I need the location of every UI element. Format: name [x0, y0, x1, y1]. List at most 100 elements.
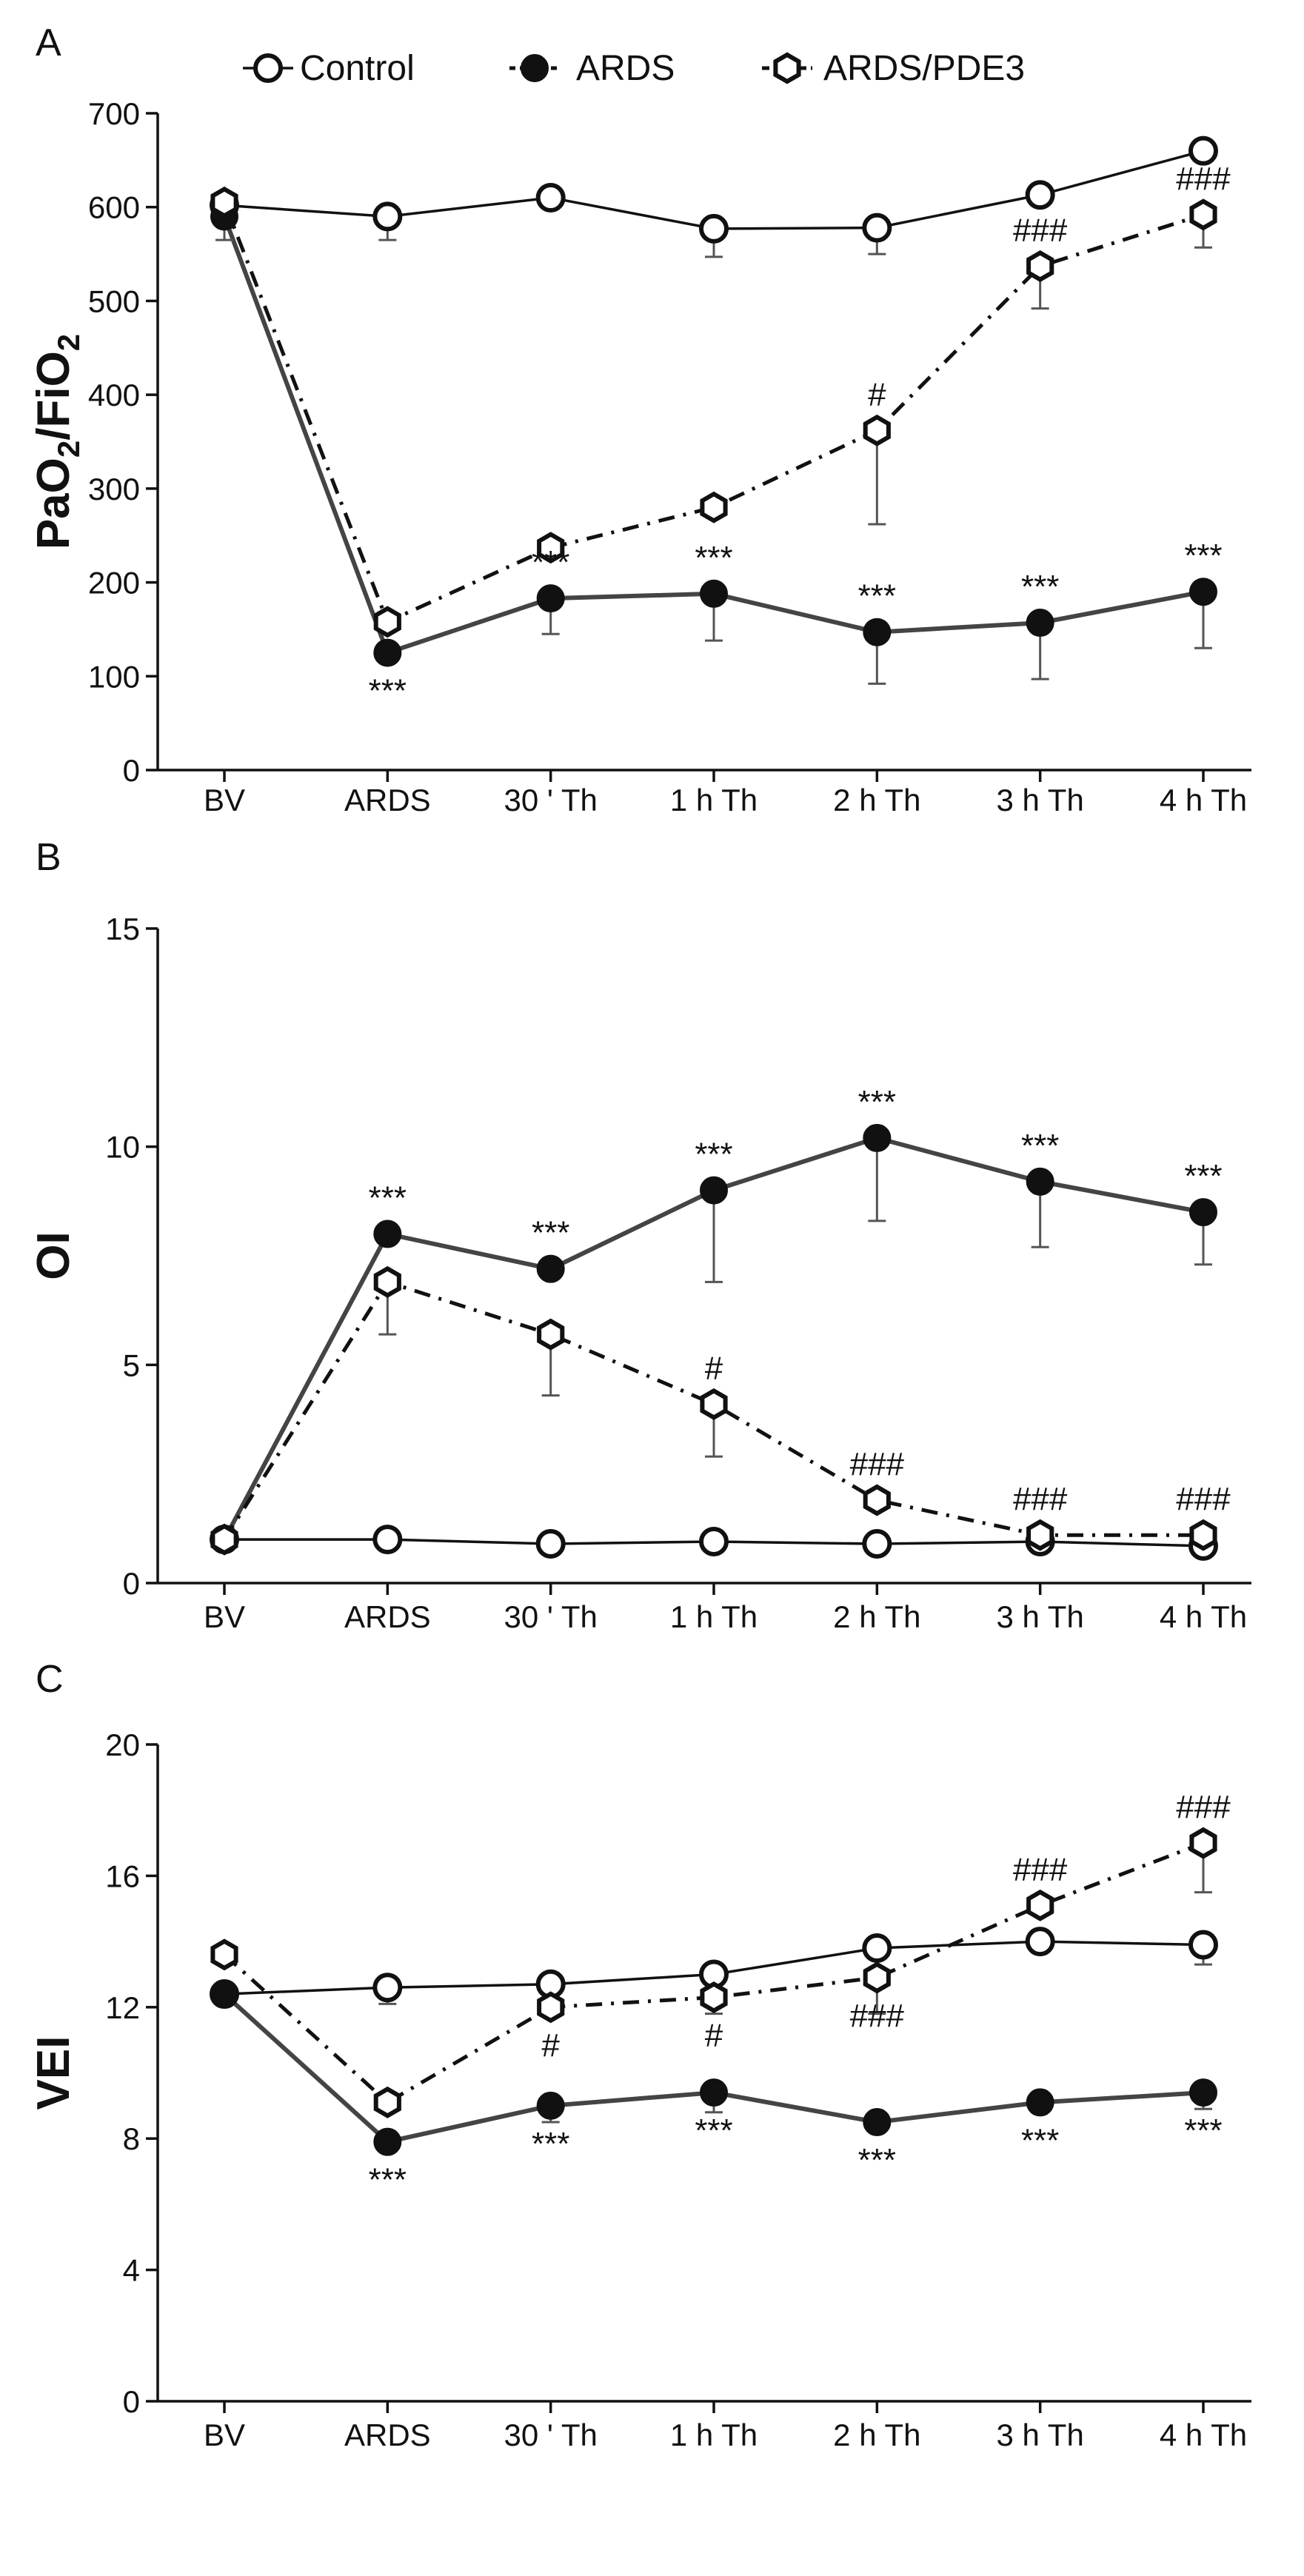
data-point-ards-pde3: [700, 1388, 728, 1420]
panel-label: A: [36, 21, 61, 64]
data-point-ards-pde3: [373, 1265, 401, 1298]
significance-mark: #: [868, 376, 886, 412]
data-point-ards-pde3: [1026, 250, 1054, 282]
y-tick-label: 200: [88, 566, 140, 600]
significance-mark: ***: [369, 2162, 407, 2198]
significance-mark: #: [541, 2027, 560, 2064]
significance-mark: ***: [695, 540, 732, 576]
significance-mark: ###: [850, 1446, 905, 1482]
x-tick-label: 2 h Th: [833, 783, 920, 817]
y-tick-label: 15: [105, 911, 140, 946]
x-tick-label: 30 ' Th: [504, 1599, 598, 1634]
data-point-ards-pde3: [1189, 1827, 1217, 1859]
significance-mark: ***: [695, 2112, 732, 2149]
panel-c-vei-chart: C VEI 0 4 8 12 16 20 BV ARDS 30 ' Th 1 h Th 2 h Th 3 …: [28, 1658, 1251, 2452]
significance-mark: #: [705, 2017, 723, 2053]
x-tick-label: ARDS: [344, 2418, 431, 2452]
legend: Control ARDS ARDS/PDE3: [243, 49, 1025, 88]
significance-mark: ###: [1176, 1481, 1231, 1517]
significance-mark: ###: [1013, 213, 1068, 249]
data-point-ards-pde3: [863, 414, 891, 446]
data-point-ards: [1189, 578, 1217, 606]
x-tick-label: BV: [204, 1599, 245, 1634]
legend-marker-ards: [521, 54, 549, 82]
legend-label: Control: [300, 49, 415, 88]
x-tick-label: ARDS: [344, 1599, 431, 1634]
x-tick-label: 2 h Th: [833, 2418, 920, 2452]
significance-mark: ###: [1013, 1481, 1068, 1517]
x-tick-label: 3 h Th: [997, 2418, 1084, 2452]
y-tick-label: 500: [88, 284, 140, 318]
legend-item-ards-pde3: ARDS/PDE3: [762, 49, 1025, 88]
data-point-ards: [536, 1254, 565, 1283]
y-axis-label: OI: [28, 1231, 79, 1279]
data-point-ards: [373, 1220, 402, 1248]
data-point-control: [1025, 180, 1055, 210]
data-point-ards: [700, 579, 728, 608]
data-point-ards: [700, 2078, 728, 2107]
x-tick-label: 4 h Th: [1160, 1599, 1247, 1634]
data-point-ards: [1189, 2078, 1217, 2107]
series-ards: [222, 215, 1212, 685]
significance-mark: ***: [1184, 538, 1222, 574]
significance-mark: ***: [695, 1137, 732, 1173]
legend-item-ards: ARDS: [509, 49, 675, 88]
data-point-control: [862, 1933, 892, 1963]
data-point-control: [699, 213, 729, 244]
data-point-ards-pde3: [863, 1961, 891, 1994]
data-point-ards: [373, 638, 402, 667]
data-point-ards-pde3: [537, 1318, 565, 1351]
y-tick-label: 10: [105, 1130, 140, 1165]
data-point-ards: [863, 2108, 892, 2137]
data-point-control: [1025, 1927, 1055, 1957]
significance-mark: #: [705, 1350, 723, 1386]
y-tick-label: 600: [88, 190, 140, 225]
data-point-ards: [536, 2091, 565, 2120]
data-point-ards-pde3: [1026, 1519, 1054, 1551]
significance-mark: ***: [858, 1084, 896, 1120]
significance-mark: ***: [532, 544, 569, 581]
significance-mark: ***: [369, 1180, 407, 1217]
y-axis-label-subscript: 2: [51, 334, 86, 351]
significance-mark: ###: [1176, 161, 1231, 197]
x-tick-label: 30 ' Th: [504, 783, 598, 817]
data-point-ards-pde3: [373, 606, 401, 638]
data-point-control: [372, 1525, 403, 1555]
markers-ards-pde3: [210, 1265, 1217, 1556]
data-point-ards-pde3: [863, 1484, 891, 1516]
significance-mark: ***: [532, 1215, 569, 1251]
x-tick-label: 1 h Th: [670, 2418, 758, 2452]
panel-label: B: [36, 836, 61, 879]
x-tick-label: 4 h Th: [1160, 783, 1247, 817]
markers-ards: [210, 202, 1217, 667]
y-axis-label: PaO2/FiO2: [28, 334, 86, 549]
significance-mark: ***: [858, 2142, 896, 2178]
data-point-ards: [373, 2127, 402, 2156]
x-tick-label: 4 h Th: [1160, 2418, 1247, 2452]
y-tick-label: 4: [123, 2253, 140, 2288]
y-tick-label: 400: [88, 378, 140, 412]
markers-ards-pde3: [210, 1827, 1217, 2118]
legend-marker-ards-pde3: [773, 52, 801, 84]
data-point-ards-pde3: [537, 532, 565, 564]
data-point-ards: [700, 1176, 728, 1205]
data-point-ards-pde3: [700, 1981, 728, 2013]
y-axis-label-part: /FiO: [28, 351, 79, 441]
significance-mark: ***: [1021, 1128, 1059, 1164]
significance-mark: ###: [1013, 1851, 1068, 1887]
data-point-ards: [1189, 1198, 1217, 1227]
significance-mark: ***: [1021, 569, 1059, 605]
data-point-ards: [1026, 1167, 1054, 1196]
y-axis-label-part: PaO: [28, 458, 79, 549]
data-point-ards-pde3: [210, 1523, 238, 1556]
x-tick-label: BV: [204, 783, 245, 817]
y-axis-label-subscript: 2: [51, 441, 86, 458]
significance-mark: ###: [1176, 1789, 1231, 1825]
x-tick-label: 3 h Th: [997, 1599, 1084, 1634]
data-point-control: [535, 183, 566, 213]
x-tick-label: 30 ' Th: [504, 2418, 598, 2452]
y-tick-label: 5: [123, 1348, 140, 1382]
data-point-ards: [536, 584, 565, 613]
data-point-control: [862, 1528, 892, 1559]
